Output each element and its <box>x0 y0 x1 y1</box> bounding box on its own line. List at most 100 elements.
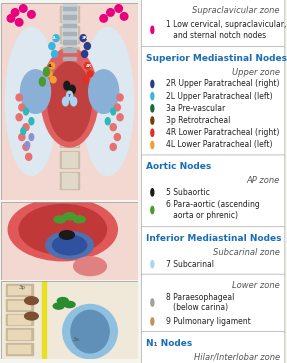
Bar <box>62 28 77 42</box>
Circle shape <box>25 312 38 320</box>
Text: Hilar/Interlobar zone: Hilar/Interlobar zone <box>193 352 280 362</box>
Circle shape <box>69 85 75 94</box>
Circle shape <box>151 117 154 124</box>
Ellipse shape <box>84 42 90 49</box>
FancyBboxPatch shape <box>141 0 285 49</box>
Text: 4R: 4R <box>86 64 92 68</box>
Text: 4R Lower Paratracheal (right): 4R Lower Paratracheal (right) <box>166 128 279 137</box>
Circle shape <box>63 213 76 220</box>
Ellipse shape <box>21 70 51 113</box>
Text: 7 Subcarinal: 7 Subcarinal <box>166 260 214 269</box>
Ellipse shape <box>110 124 116 131</box>
Bar <box>62 132 77 146</box>
Ellipse shape <box>82 50 88 57</box>
Bar <box>60 47 79 64</box>
Ellipse shape <box>110 143 116 150</box>
Bar <box>5 314 33 325</box>
FancyBboxPatch shape <box>141 227 285 276</box>
Ellipse shape <box>16 94 22 101</box>
Circle shape <box>111 108 116 115</box>
Text: 3p Retrotracheal: 3p Retrotracheal <box>166 116 230 125</box>
Bar <box>8 345 30 353</box>
Circle shape <box>25 297 38 305</box>
Ellipse shape <box>7 15 15 22</box>
Text: 4L Lower Paratracheal (left): 4L Lower Paratracheal (left) <box>166 140 272 150</box>
Circle shape <box>151 318 154 325</box>
Bar <box>8 301 30 309</box>
Bar <box>60 109 79 126</box>
Circle shape <box>25 142 30 148</box>
Text: 6 Para-aortic (ascending
   aorta or phrenic): 6 Para-aortic (ascending aorta or phreni… <box>166 200 259 220</box>
Text: 7: 7 <box>68 94 71 98</box>
Ellipse shape <box>19 104 25 111</box>
Bar <box>5 285 33 296</box>
Ellipse shape <box>20 5 27 12</box>
Circle shape <box>64 301 75 307</box>
Bar <box>5 299 33 311</box>
Circle shape <box>151 105 154 112</box>
Text: AP zone: AP zone <box>247 176 280 185</box>
Circle shape <box>19 204 106 254</box>
Bar <box>62 49 77 63</box>
Polygon shape <box>1 3 138 200</box>
Ellipse shape <box>114 104 120 111</box>
Polygon shape <box>69 86 83 131</box>
Circle shape <box>8 198 117 261</box>
Circle shape <box>151 299 154 306</box>
FancyBboxPatch shape <box>141 274 285 334</box>
Ellipse shape <box>87 70 93 77</box>
Bar <box>62 90 77 105</box>
Bar <box>60 130 79 147</box>
Text: Supraclavicular zone: Supraclavicular zone <box>192 6 280 15</box>
Ellipse shape <box>82 27 134 176</box>
Polygon shape <box>1 281 138 359</box>
Text: 3a Pre-vascular: 3a Pre-vascular <box>166 104 225 113</box>
Bar <box>63 7 76 11</box>
FancyBboxPatch shape <box>141 331 285 363</box>
Circle shape <box>57 298 68 304</box>
Bar <box>60 151 79 168</box>
Ellipse shape <box>80 35 86 42</box>
Bar <box>63 32 76 35</box>
Circle shape <box>151 93 154 100</box>
Bar <box>60 68 79 85</box>
Bar <box>62 173 77 188</box>
Ellipse shape <box>53 235 87 255</box>
Ellipse shape <box>46 70 52 77</box>
Circle shape <box>151 80 154 87</box>
Bar <box>63 3 76 86</box>
Bar <box>63 15 76 19</box>
Text: Superior Mediastinal Nodes: Superior Mediastinal Nodes <box>146 54 287 63</box>
Text: Lower zone: Lower zone <box>232 281 280 290</box>
Circle shape <box>67 91 73 100</box>
Ellipse shape <box>52 50 58 57</box>
Circle shape <box>29 134 34 140</box>
Text: Inferior Mediastinal Nodes: Inferior Mediastinal Nodes <box>146 234 282 243</box>
Bar <box>63 65 76 69</box>
Ellipse shape <box>5 27 57 176</box>
Ellipse shape <box>26 154 32 160</box>
Circle shape <box>151 207 154 214</box>
Ellipse shape <box>23 124 29 131</box>
Bar <box>63 82 76 85</box>
Text: 4L: 4L <box>48 64 53 68</box>
Bar <box>60 172 79 188</box>
Bar <box>5 329 33 340</box>
Bar <box>63 57 76 60</box>
Ellipse shape <box>117 94 123 101</box>
Ellipse shape <box>46 232 94 259</box>
Circle shape <box>151 26 154 33</box>
Ellipse shape <box>63 305 117 359</box>
Ellipse shape <box>115 5 123 12</box>
Ellipse shape <box>19 134 25 140</box>
Circle shape <box>21 127 26 135</box>
Ellipse shape <box>16 114 22 121</box>
Ellipse shape <box>48 62 91 141</box>
Bar <box>60 89 79 105</box>
Ellipse shape <box>107 9 114 16</box>
Text: 3p: 3p <box>18 285 25 290</box>
Circle shape <box>151 189 154 196</box>
Polygon shape <box>1 202 138 280</box>
Text: 2L Upper Paratracheal (left): 2L Upper Paratracheal (left) <box>166 92 272 101</box>
Bar <box>60 26 79 43</box>
